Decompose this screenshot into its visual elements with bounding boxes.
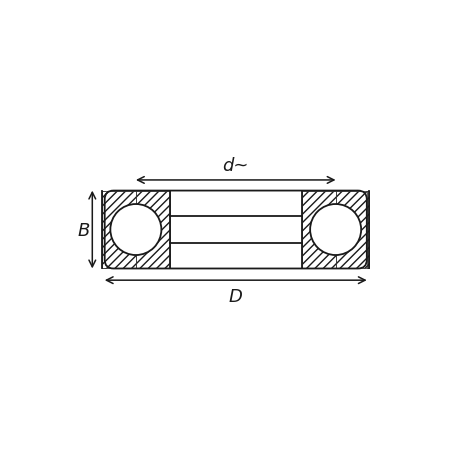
Text: d~: d~ [222,157,248,174]
Polygon shape [135,191,169,269]
Circle shape [110,205,161,256]
Polygon shape [366,191,369,269]
Polygon shape [301,191,335,269]
Text: B: B [78,221,90,239]
Text: D: D [228,288,242,306]
Circle shape [309,205,360,256]
Polygon shape [102,191,135,269]
Polygon shape [335,191,369,269]
Polygon shape [102,191,105,269]
